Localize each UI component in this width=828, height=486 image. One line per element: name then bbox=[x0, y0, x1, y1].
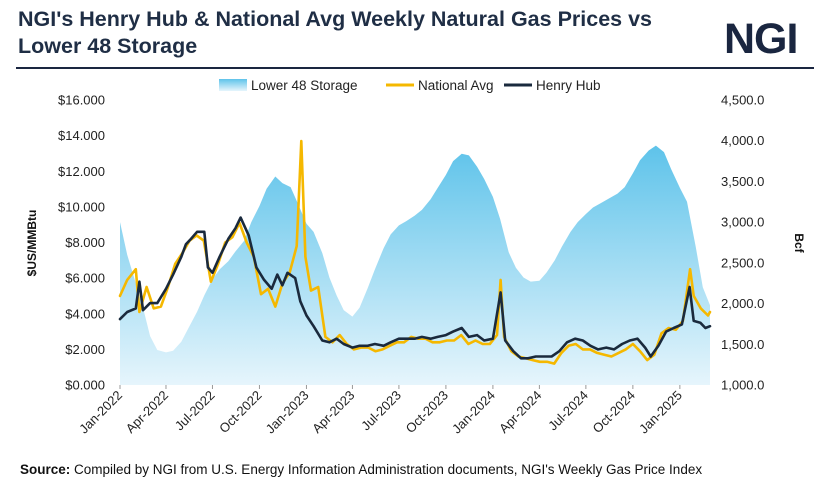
storage-area-series bbox=[120, 145, 710, 385]
y-left-tick-label: $0.000 bbox=[65, 378, 105, 393]
x-tick-label: Jan-2023 bbox=[263, 388, 312, 437]
y-right-tick-label: 3,000.0 bbox=[721, 215, 764, 230]
y-right-tick-label: 4,500.0 bbox=[721, 93, 764, 108]
x-tick-label: Jan-2022 bbox=[76, 388, 125, 437]
y-right-tick-label: 3,500.0 bbox=[721, 174, 764, 189]
y-right-tick-label: 4,000.0 bbox=[721, 133, 764, 148]
header-divider bbox=[16, 67, 814, 69]
source-label: Source: bbox=[20, 462, 71, 477]
storage-area-layer bbox=[120, 145, 710, 385]
legend-label: National Avg bbox=[418, 78, 494, 93]
y-left-tick-label: $10.000 bbox=[58, 199, 105, 214]
y-left-tick-label: $12.000 bbox=[58, 164, 105, 179]
x-tick-label: Apr-2024 bbox=[496, 388, 544, 436]
y-left-axis-title: $US/MMBtu bbox=[25, 210, 39, 277]
x-tick-label: Oct-2022 bbox=[216, 388, 264, 436]
y-right-axis-title: Bcf bbox=[792, 233, 806, 253]
legend-swatch-storage bbox=[219, 79, 247, 91]
legend-label: Henry Hub bbox=[536, 78, 601, 93]
price-lines-layer bbox=[118, 139, 712, 365]
y-right-tick-label: 2,500.0 bbox=[721, 255, 764, 270]
y-right-tick-label: 1,000.0 bbox=[721, 378, 764, 393]
henry-hub-line bbox=[118, 216, 712, 360]
y-left-tick-label: $2.000 bbox=[65, 342, 105, 357]
y-left-tick-label: $14.000 bbox=[58, 128, 105, 143]
source-note: Source: Compiled by NGI from U.S. Energy… bbox=[20, 462, 702, 477]
y-left-tick-label: $6.000 bbox=[65, 271, 105, 286]
x-tick-label: Jul-2023 bbox=[358, 388, 404, 434]
x-tick-label: Apr-2022 bbox=[123, 388, 171, 436]
y-left-tick-label: $8.000 bbox=[65, 235, 105, 250]
y-right-tick-label: 1,500.0 bbox=[721, 337, 764, 352]
legend: Lower 48 Storage National Avg Henry Hub bbox=[219, 78, 601, 93]
x-tick-label: Oct-2023 bbox=[403, 388, 451, 436]
source-text: Compiled by NGI from U.S. Energy Informa… bbox=[70, 462, 703, 477]
x-tick-label: Jan-2024 bbox=[449, 388, 498, 437]
x-tick-label: Oct-2024 bbox=[590, 388, 638, 436]
ngi-logo: NGI bbox=[724, 15, 798, 63]
x-tick-label: Jan-2025 bbox=[636, 388, 685, 437]
x-tick-label: Jul-2022 bbox=[172, 388, 218, 434]
y-left-tick-label: $16.000 bbox=[58, 93, 105, 108]
y-right-tick-label: 2,000.0 bbox=[721, 296, 764, 311]
y-left-tick-label: $4.000 bbox=[65, 306, 105, 321]
chart-title: NGI's Henry Hub & National Avg Weekly Na… bbox=[18, 7, 653, 58]
x-tick-label: Jul-2024 bbox=[545, 388, 591, 434]
x-tick-label: Apr-2023 bbox=[309, 388, 357, 436]
legend-label: Lower 48 Storage bbox=[251, 78, 358, 93]
